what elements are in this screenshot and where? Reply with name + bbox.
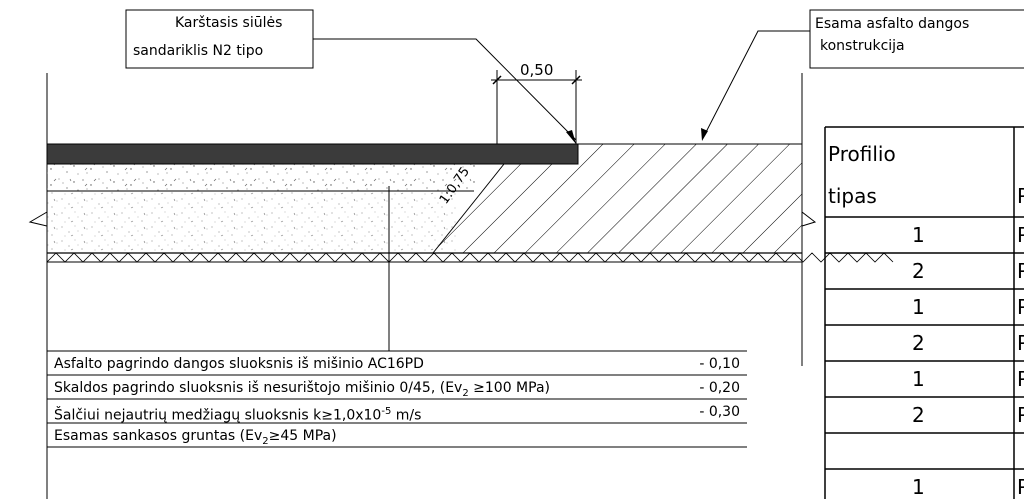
- table-row-type: 2: [912, 259, 925, 283]
- table-header-col2: P: [1017, 184, 1024, 208]
- table-row-type: 1: [912, 295, 925, 319]
- gravel-base-layer: [47, 164, 477, 191]
- table-row-col2: P: [1017, 295, 1024, 319]
- table-row-col2: P: [1017, 331, 1024, 355]
- dimension-width-label: 0,50: [520, 61, 554, 79]
- legend-row-text: Šalčiui nejautrių medžiagų sluoksnis k≥1…: [54, 406, 422, 424]
- sealant-leader-line: [313, 38, 577, 141]
- legend-row: Šalčiui nejautrių medžiagų sluoksnis k≥1…: [47, 400, 747, 424]
- frost-layer: [47, 191, 457, 253]
- existing-leader-line: [703, 30, 810, 137]
- legend-row-text: Asfalto pagrindo dangos sluoksnis iš miš…: [54, 356, 424, 372]
- legend-row-value: - 0,30: [699, 404, 740, 420]
- legend-row-text: Skaldos pagrindo sluoksnis iš nesurištoj…: [54, 380, 550, 399]
- break-symbol-left: [28, 191, 48, 253]
- table-row-type: 1: [912, 223, 925, 247]
- table-row-type: 1: [912, 367, 925, 391]
- table-row-col2: P: [1017, 475, 1024, 499]
- legend-row: Esamas sankasos gruntas (Ev2≥45 MPa): [47, 424, 747, 448]
- table-header-line1: Profilio: [828, 142, 896, 166]
- slope-line: [432, 163, 505, 254]
- legend-row: Skaldos pagrindo sluoksnis iš nesurištoj…: [47, 376, 747, 400]
- legend-row-value: - 0,10: [699, 356, 740, 372]
- table-row-col2: P: [1017, 367, 1024, 391]
- legend-row-value: - 0,20: [699, 380, 740, 396]
- existing-callout-line2: konstrukcija: [820, 38, 905, 54]
- table-row-type: 2: [912, 331, 925, 355]
- sealant-callout-line2: sandariklis N2 tipo: [133, 43, 264, 59]
- ground-hatch: [46, 252, 894, 263]
- profile-table-grid: [824, 126, 1024, 499]
- sealant-callout-line1: Karštasis siūlės: [175, 15, 283, 31]
- table-row-col2: P: [1017, 223, 1024, 247]
- table-row-col2: P: [1017, 403, 1024, 427]
- sealant-callout-box: [125, 9, 314, 69]
- existing-callout-box: [809, 9, 1024, 69]
- table-header-line2: tipas: [828, 184, 877, 208]
- legend-grid: [46, 350, 747, 499]
- asphalt-base-layer: [46, 143, 579, 165]
- table-row-type: 2: [912, 403, 925, 427]
- break-symbol-right: [801, 191, 817, 253]
- legend-row-text: Esamas sankasos gruntas (Ev2≥45 MPa): [54, 428, 337, 447]
- legend-row: Asfalto pagrindo dangos sluoksnis iš miš…: [47, 352, 747, 376]
- existing-callout-line1: Esama asfalto dangos: [815, 16, 970, 32]
- table-row-col2: P: [1017, 259, 1024, 283]
- table-row-type: 1: [912, 475, 925, 499]
